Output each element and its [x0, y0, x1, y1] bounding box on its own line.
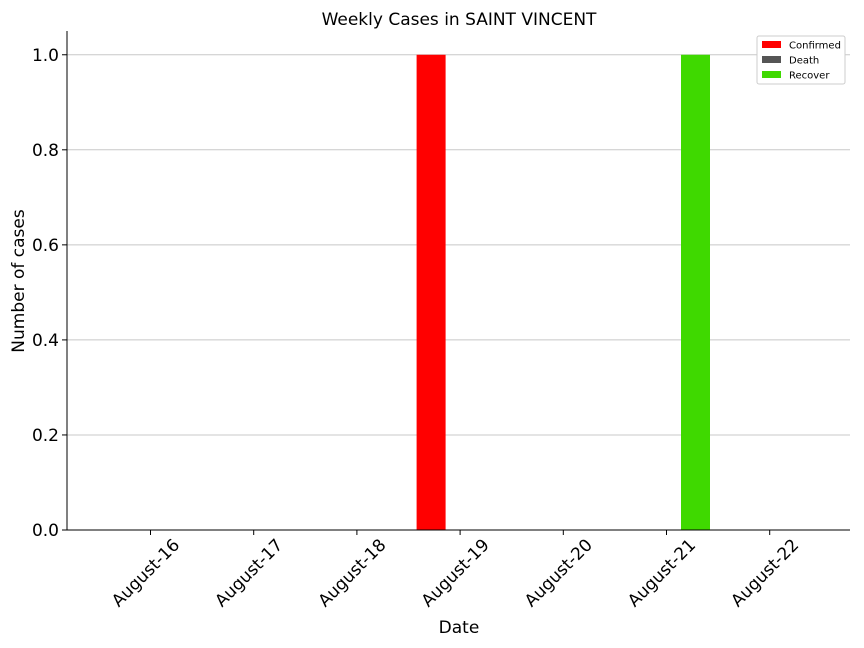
legend-label-death: Death: [789, 56, 819, 67]
legend-swatch-confirmed: [762, 41, 781, 48]
y-tick-label: 0.0: [32, 521, 59, 541]
x-tick-label: August-22: [727, 535, 803, 611]
x-tick-label: August-19: [418, 535, 494, 611]
y-tick-label: 0.8: [32, 141, 59, 161]
y-tick-label: 0.2: [32, 426, 59, 446]
y-tick-label: 1.0: [32, 46, 59, 66]
x-tick-label: August-21: [624, 535, 700, 611]
y-tick-label: 0.6: [32, 236, 59, 256]
legend-label-confirmed: Confirmed: [789, 41, 841, 52]
bar-recover-august-21: [681, 54, 710, 531]
legend: Confirmed Death Recover: [756, 35, 846, 85]
legend-label-recover: Recover: [789, 71, 830, 82]
x-tick-label: August-20: [521, 535, 597, 611]
y-ticks: 0.0 0.2 0.4 0.6 0.8 1.0: [32, 46, 67, 541]
x-tick-label: August-17: [211, 535, 287, 611]
bar-confirmed-august-19: [416, 54, 446, 531]
x-tick-label: August-18: [315, 535, 391, 611]
x-ticks: August-16 August-17 August-18 August-19 Augu…: [108, 530, 803, 611]
legend-swatch-recover: [762, 71, 781, 78]
x-axis-label: Date: [439, 618, 480, 638]
grid-lines: [67, 54, 850, 436]
y-tick-label: 0.4: [32, 331, 59, 351]
y-axis-label: Number of cases: [9, 209, 29, 353]
chart-title: Weekly Cases in SAINT VINCENT: [322, 10, 597, 30]
bars: [416, 54, 710, 531]
legend-swatch-death: [762, 56, 781, 63]
x-tick-label: August-16: [108, 535, 184, 611]
